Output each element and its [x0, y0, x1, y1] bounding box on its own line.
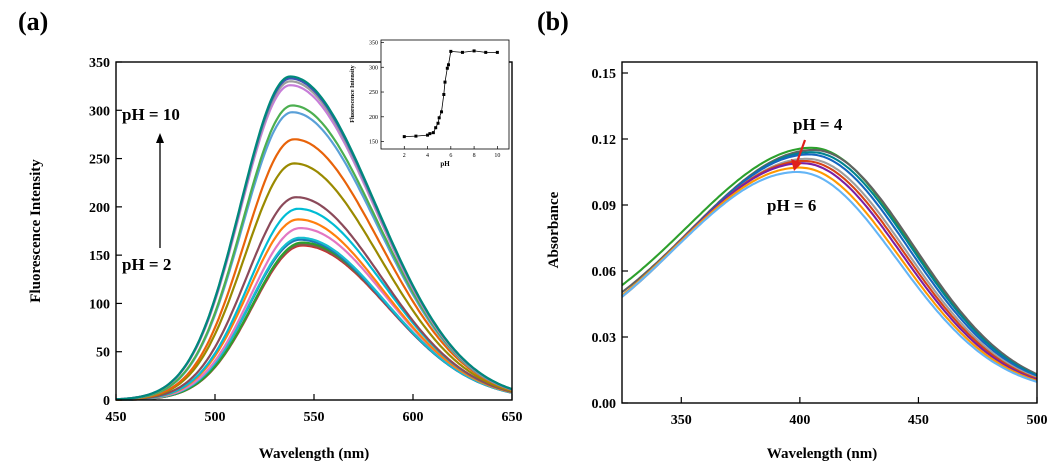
panel-a-series-line — [116, 238, 513, 401]
inset-data-point — [428, 132, 432, 136]
panel-a-y-tick-label: 350 — [89, 56, 110, 71]
panel-b-arrow-head — [791, 159, 802, 171]
panel-a-spectra — [115, 75, 513, 401]
panel-a-x-tick-label: 450 — [106, 410, 127, 425]
panel-b-x-tick-label: 400 — [789, 413, 810, 428]
inset-y-tick-label: 350 — [369, 40, 378, 46]
inset-data-points — [402, 49, 499, 139]
inset-data-point — [434, 126, 438, 130]
inset-x-tick-label: 10 — [494, 153, 500, 159]
panel-a-series-line — [115, 111, 513, 401]
panel-a-y-tick-label: 200 — [89, 201, 110, 216]
panel-b-arrow-shaft — [795, 139, 807, 163]
inset-data-point — [440, 110, 444, 114]
inset-y-tick-label: 300 — [369, 65, 378, 71]
panel-b-x-tick-label: 450 — [908, 413, 929, 428]
panel-a-y-tick-label: 100 — [89, 297, 110, 312]
inset-data-point — [460, 50, 464, 54]
panel-b-annotation-top: pH = 4 — [793, 115, 843, 134]
panel-b-plot-frame — [621, 61, 1038, 404]
inset-data-point — [431, 131, 435, 135]
panel-a-annotation-top: pH = 10 — [122, 105, 180, 124]
panel-a-y-tick-label: 50 — [96, 346, 110, 361]
inset-data-point — [442, 93, 446, 96]
panel-b-ticks: 350 400 450 500 0.00 0.03 0.06 0.09 0.12 0.15 — [592, 67, 1048, 428]
inset-chart: 2 4 6 8 10 150 200 250 300 350 pH Fluorescence In… — [350, 39, 510, 168]
inset-y-axis-label: Fluorescence Intensity — [350, 65, 356, 122]
panel-a-annotation-bottom: pH = 2 — [122, 255, 171, 274]
inset-x-tick-label: 8 — [473, 153, 476, 159]
panel-a-x-axis-label: Wavelength (nm) — [259, 446, 369, 462]
panel-a-x-tick-label: 650 — [502, 410, 523, 425]
inset-data-point — [446, 63, 450, 67]
panel-a-series-line — [115, 207, 513, 401]
panel-b-label: (b) — [537, 7, 569, 36]
panel-b-y-tick-label: 0.06 — [592, 265, 617, 280]
inset-data-point — [495, 50, 499, 54]
panel-b-x-tick-label: 350 — [671, 413, 692, 428]
panel-a-x-tick-label: 500 — [205, 410, 226, 425]
panel-a-arrow-head — [156, 133, 164, 143]
panel-a-label: (a) — [18, 7, 48, 36]
panel-b-y-tick-label: 0.15 — [592, 67, 617, 82]
inset-x-axis-label: pH — [440, 160, 450, 168]
inset-data-point — [414, 134, 418, 138]
inset-y-tick-label: 200 — [369, 115, 378, 121]
inset-x-tick-label: 2 — [403, 153, 406, 159]
panel-a-series-line — [115, 138, 513, 401]
inset-data-point — [437, 116, 441, 120]
inset-data-point — [443, 80, 447, 84]
inset-y-tick-label: 250 — [369, 90, 378, 96]
panel-a-series-line — [116, 227, 513, 401]
inset-x-tick-label: 4 — [426, 153, 429, 159]
inset-y-tick-label: 150 — [369, 140, 378, 146]
panel-a-y-tick-label: 0 — [103, 394, 110, 409]
inset-data-point — [402, 135, 406, 139]
panel-b-x-tick-label: 500 — [1027, 413, 1048, 428]
panel-a-y-tick-label: 300 — [89, 104, 110, 119]
inset-data-point — [426, 133, 430, 137]
panel-b-series-line — [621, 166, 1038, 382]
panel-a-y-tick-label: 250 — [89, 153, 110, 168]
inset-data-point — [449, 49, 453, 53]
inset-data-point — [472, 49, 476, 53]
panel-b-y-tick-label: 0.03 — [592, 331, 617, 346]
panel-b-spectra — [621, 146, 1038, 383]
panel-a-series-line — [115, 75, 513, 401]
inset-data-point — [484, 50, 488, 54]
inset-data-point — [436, 121, 440, 125]
panel-a-x-tick-label: 550 — [304, 410, 325, 425]
inset-ticks: 2 4 6 8 10 150 200 250 300 350 — [369, 40, 500, 159]
panel-a-y-tick-label: 150 — [89, 249, 110, 264]
panel-b-y-tick-label: 0.09 — [592, 199, 617, 214]
panel-b-annotation-bottom: pH = 6 — [767, 196, 816, 215]
panel-a-series-line — [116, 236, 513, 401]
panel-a-y-axis-label: Fluorescence Intensity — [28, 159, 44, 303]
panel-a-series-line — [115, 104, 513, 401]
panel-b-x-axis-label: Wavelength (nm) — [767, 446, 877, 462]
panel-b-series-line — [621, 170, 1038, 383]
panel-a-series-line — [116, 162, 513, 401]
panel-a-ticks: 450 500 550 600 650 0 50 100 150 200 250 300 350 — [89, 56, 523, 425]
inset-x-tick-label: 6 — [449, 153, 452, 159]
panel-b-y-tick-label: 0.12 — [592, 133, 617, 148]
panel-a-x-tick-label: 600 — [403, 410, 424, 425]
panel-b-y-axis-label: Absorbance — [546, 191, 562, 268]
panel-a-series-line — [115, 241, 513, 401]
inset-data-point — [445, 66, 449, 70]
panel-b-y-tick-label: 0.00 — [592, 397, 617, 412]
panel-a-series-line — [116, 196, 513, 401]
